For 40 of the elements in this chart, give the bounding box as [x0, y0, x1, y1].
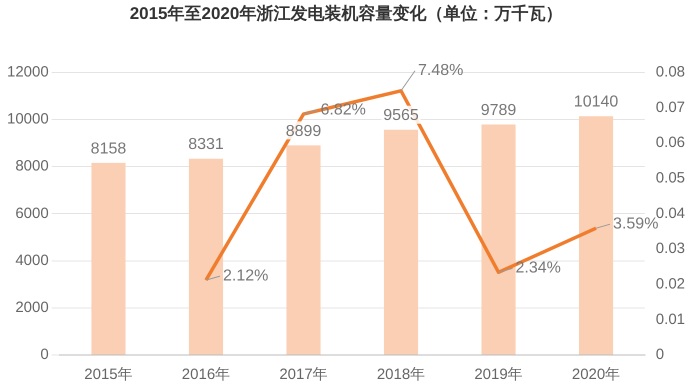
- bar: [188, 158, 224, 354]
- data-label: 10140: [574, 94, 618, 111]
- bar: [578, 116, 614, 354]
- y-tick-label: 4000: [15, 252, 49, 269]
- x-tick-label: 2016年: [182, 366, 230, 384]
- data-label: 9789: [480, 102, 516, 119]
- data-label: 3.59%: [613, 216, 658, 233]
- x-tick-label: 2020年: [572, 366, 620, 384]
- y-tick-label: 8000: [15, 158, 49, 175]
- data-label: 6.82%: [320, 101, 366, 118]
- y2-tick-label: 0.05: [656, 170, 686, 187]
- x-tick-label: 2018年: [376, 366, 426, 384]
- chart-title: 2015年至2020年浙江发电装机容量变化（单位：万千瓦）: [130, 4, 562, 23]
- y-tick-label: 10000: [6, 110, 49, 128]
- y2-tick-label: 0.04: [656, 204, 686, 222]
- data-label: 8331: [188, 136, 224, 154]
- data-label: 8158: [90, 140, 126, 158]
- data-label: 2.34%: [516, 260, 561, 277]
- data-label: 8899: [286, 122, 322, 140]
- y2-tick-label: 0.02: [656, 275, 686, 292]
- y-tick-label: 0: [40, 346, 49, 364]
- y-tick-label: 2000: [15, 299, 49, 316]
- x-tick-label: 2017年: [279, 366, 328, 384]
- y-tick-label: 6000: [15, 204, 49, 222]
- y2-tick-label: 0.07: [656, 98, 686, 116]
- y2-tick-label: 0.01: [656, 310, 686, 328]
- y2-tick-label: 0.08: [656, 64, 686, 81]
- bar: [481, 124, 516, 354]
- bar: [384, 130, 418, 354]
- data-label: 7.48%: [418, 62, 464, 80]
- y2-tick-label: 0: [656, 346, 664, 364]
- y2-tick-label: 0.03: [656, 240, 686, 258]
- y2-tick-label: 0.06: [656, 134, 686, 152]
- x-tick-label: 2015年: [84, 366, 133, 384]
- x-tick-label: 2019年: [474, 366, 523, 384]
- bar: [91, 162, 126, 354]
- data-label: 9565: [383, 107, 419, 124]
- y-tick-label: 12000: [6, 64, 49, 81]
- data-label: 2.12%: [222, 268, 268, 285]
- bar: [286, 145, 321, 354]
